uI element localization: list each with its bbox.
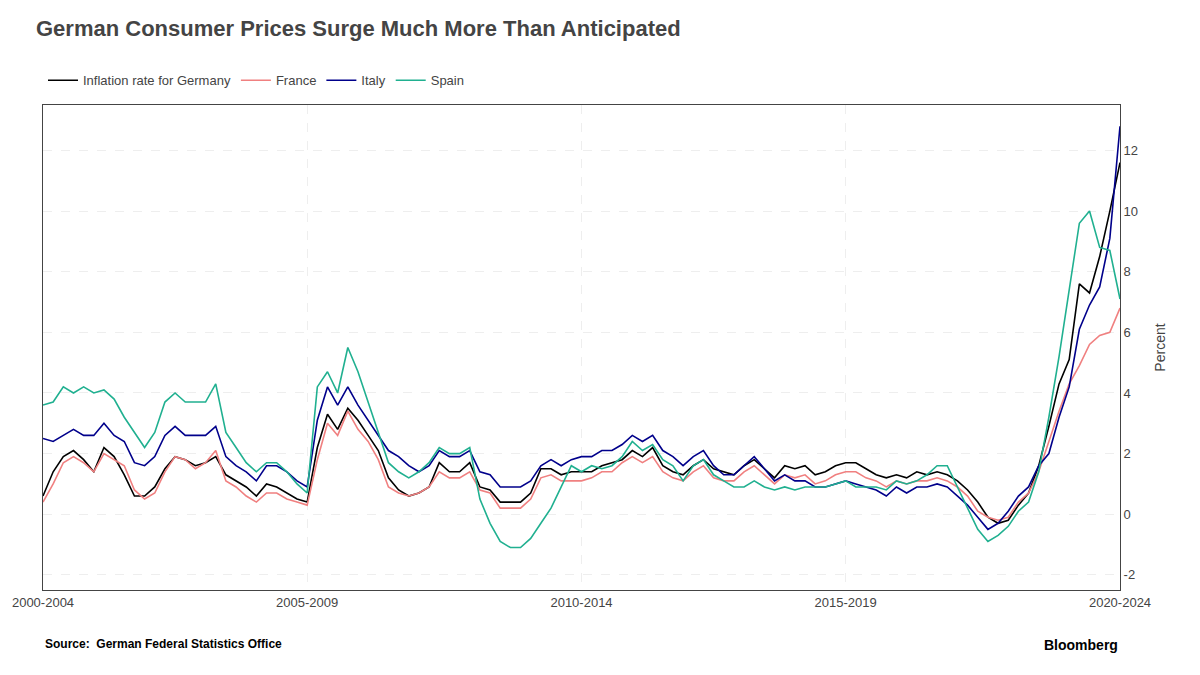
- svg-text:10: 10: [1124, 204, 1138, 219]
- svg-text:Bloomberg: Bloomberg: [1044, 637, 1118, 653]
- svg-text:2: 2: [1124, 446, 1131, 461]
- svg-text:2010-2014: 2010-2014: [550, 595, 612, 610]
- svg-text:Source: German Federal Statis: Source: German Federal Statistics Office: [45, 637, 282, 651]
- svg-text:12: 12: [1124, 143, 1138, 158]
- svg-text:Italy: Italy: [361, 73, 385, 88]
- svg-text:2020-2024: 2020-2024: [1089, 595, 1151, 610]
- svg-text:6: 6: [1124, 325, 1131, 340]
- svg-text:8: 8: [1124, 264, 1131, 279]
- svg-text:2000-2004: 2000-2004: [12, 595, 74, 610]
- svg-text:France: France: [276, 73, 316, 88]
- svg-text:4: 4: [1124, 386, 1131, 401]
- svg-text:2005-2009: 2005-2009: [276, 595, 338, 610]
- svg-text:Inflation rate for Germany: Inflation rate for Germany: [83, 73, 231, 88]
- svg-text:German Consumer Prices Surge M: German Consumer Prices Surge Much More T…: [36, 16, 681, 41]
- svg-text:-2: -2: [1124, 567, 1136, 582]
- svg-text:0: 0: [1124, 507, 1131, 522]
- svg-text:Spain: Spain: [431, 73, 464, 88]
- svg-text:2015-2019: 2015-2019: [815, 595, 877, 610]
- svg-text:Percent: Percent: [1152, 323, 1168, 371]
